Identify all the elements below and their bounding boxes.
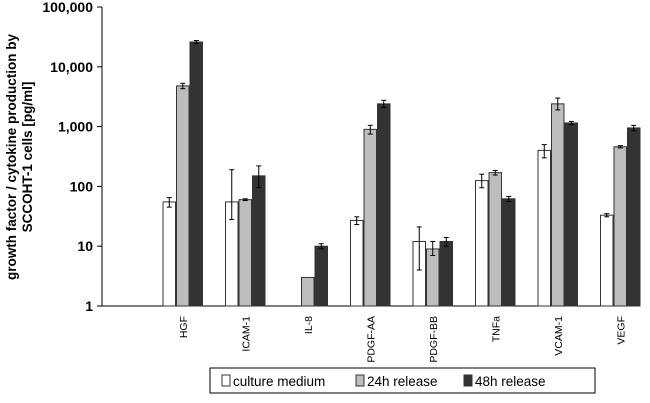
error-bar — [166, 197, 172, 208]
bar — [162, 201, 176, 307]
error-bar — [367, 124, 373, 135]
error-bar — [180, 82, 186, 90]
y-axis-label: growth factor / cytokine production by SC… — [4, 34, 35, 281]
error-bar — [506, 195, 512, 202]
legend: culture medium 24h release 48h release — [209, 367, 596, 394]
error-bar — [568, 120, 574, 126]
y-tick-label: 10,000 — [50, 59, 93, 75]
x-tick-label: VCAM-1 — [553, 316, 565, 356]
x-tick-label: VEGF — [615, 316, 627, 345]
bar — [551, 103, 565, 307]
error-bar — [617, 145, 623, 149]
error-bar — [604, 213, 610, 218]
error-bar — [492, 169, 498, 176]
bar — [301, 276, 315, 307]
legend-label: 24h release — [367, 374, 438, 389]
y-tick-label: 1,000 — [58, 119, 93, 135]
y-tick-labels: 1 10 100 1,000 10,000 100,000 — [42, 0, 102, 314]
legend-box — [209, 367, 596, 394]
x-tick-label: ICAM-1 — [240, 316, 252, 352]
error-bar — [193, 40, 199, 45]
x-tick-label: IL-8 — [303, 316, 315, 334]
error-bar — [555, 97, 561, 111]
bar — [238, 199, 252, 307]
bar — [189, 41, 203, 307]
bar — [176, 85, 190, 307]
legend-swatch — [221, 374, 231, 387]
bar — [350, 219, 364, 307]
bar — [475, 180, 489, 307]
error-bar — [242, 198, 248, 202]
error-bar — [256, 165, 262, 189]
error-bar — [318, 243, 324, 250]
x-tick-label: TNFa — [490, 316, 502, 342]
y-tick-label: 100 — [70, 178, 94, 194]
x-tick-labels: HGF ICAM-1 IL-8 PDGF-AA PDGF-BB TNFa VCAM-1 VEG… — [178, 316, 628, 363]
error-bar — [479, 173, 485, 189]
y-axis-label-line: growth factor / cytokine production by — [4, 34, 19, 281]
legend-swatch — [463, 374, 473, 387]
legend-entry: 24h release — [355, 374, 438, 389]
legend-entry: culture medium — [221, 374, 325, 389]
bar — [600, 214, 614, 307]
bar — [564, 122, 578, 307]
legend-label: 48h release — [475, 374, 546, 389]
bars — [162, 41, 641, 307]
bar — [537, 149, 551, 307]
bar — [252, 175, 266, 307]
y-axis-label-line: SCCOHT-1 cells [pg/ml] — [20, 82, 35, 233]
y-tick-label: 100,000 — [42, 0, 93, 15]
error-bar — [381, 99, 387, 108]
error-bar — [416, 226, 422, 271]
x-tick-label: HGF — [178, 316, 190, 338]
bar — [363, 128, 377, 307]
error-bar — [430, 240, 436, 256]
bar — [627, 127, 641, 307]
y-tick-label: 10 — [77, 238, 93, 254]
bar — [377, 103, 391, 307]
x-tick-label: PDGF-AA — [365, 316, 377, 363]
error-bars — [166, 40, 637, 271]
bar — [488, 172, 502, 307]
error-bar — [443, 236, 449, 247]
error-bar — [229, 169, 235, 220]
y-tick-label: 1 — [85, 298, 93, 314]
bar — [439, 240, 453, 307]
bar — [502, 198, 516, 307]
error-bar — [631, 124, 637, 132]
error-bar — [541, 144, 547, 159]
bar — [314, 245, 328, 307]
legend-swatch — [355, 374, 365, 387]
legend-label: culture medium — [233, 374, 325, 389]
legend-entry: 48h release — [463, 374, 546, 389]
x-tick-label: PDGF-BB — [428, 316, 440, 363]
error-bar — [354, 216, 360, 226]
bar — [426, 248, 440, 307]
bar — [613, 146, 627, 307]
